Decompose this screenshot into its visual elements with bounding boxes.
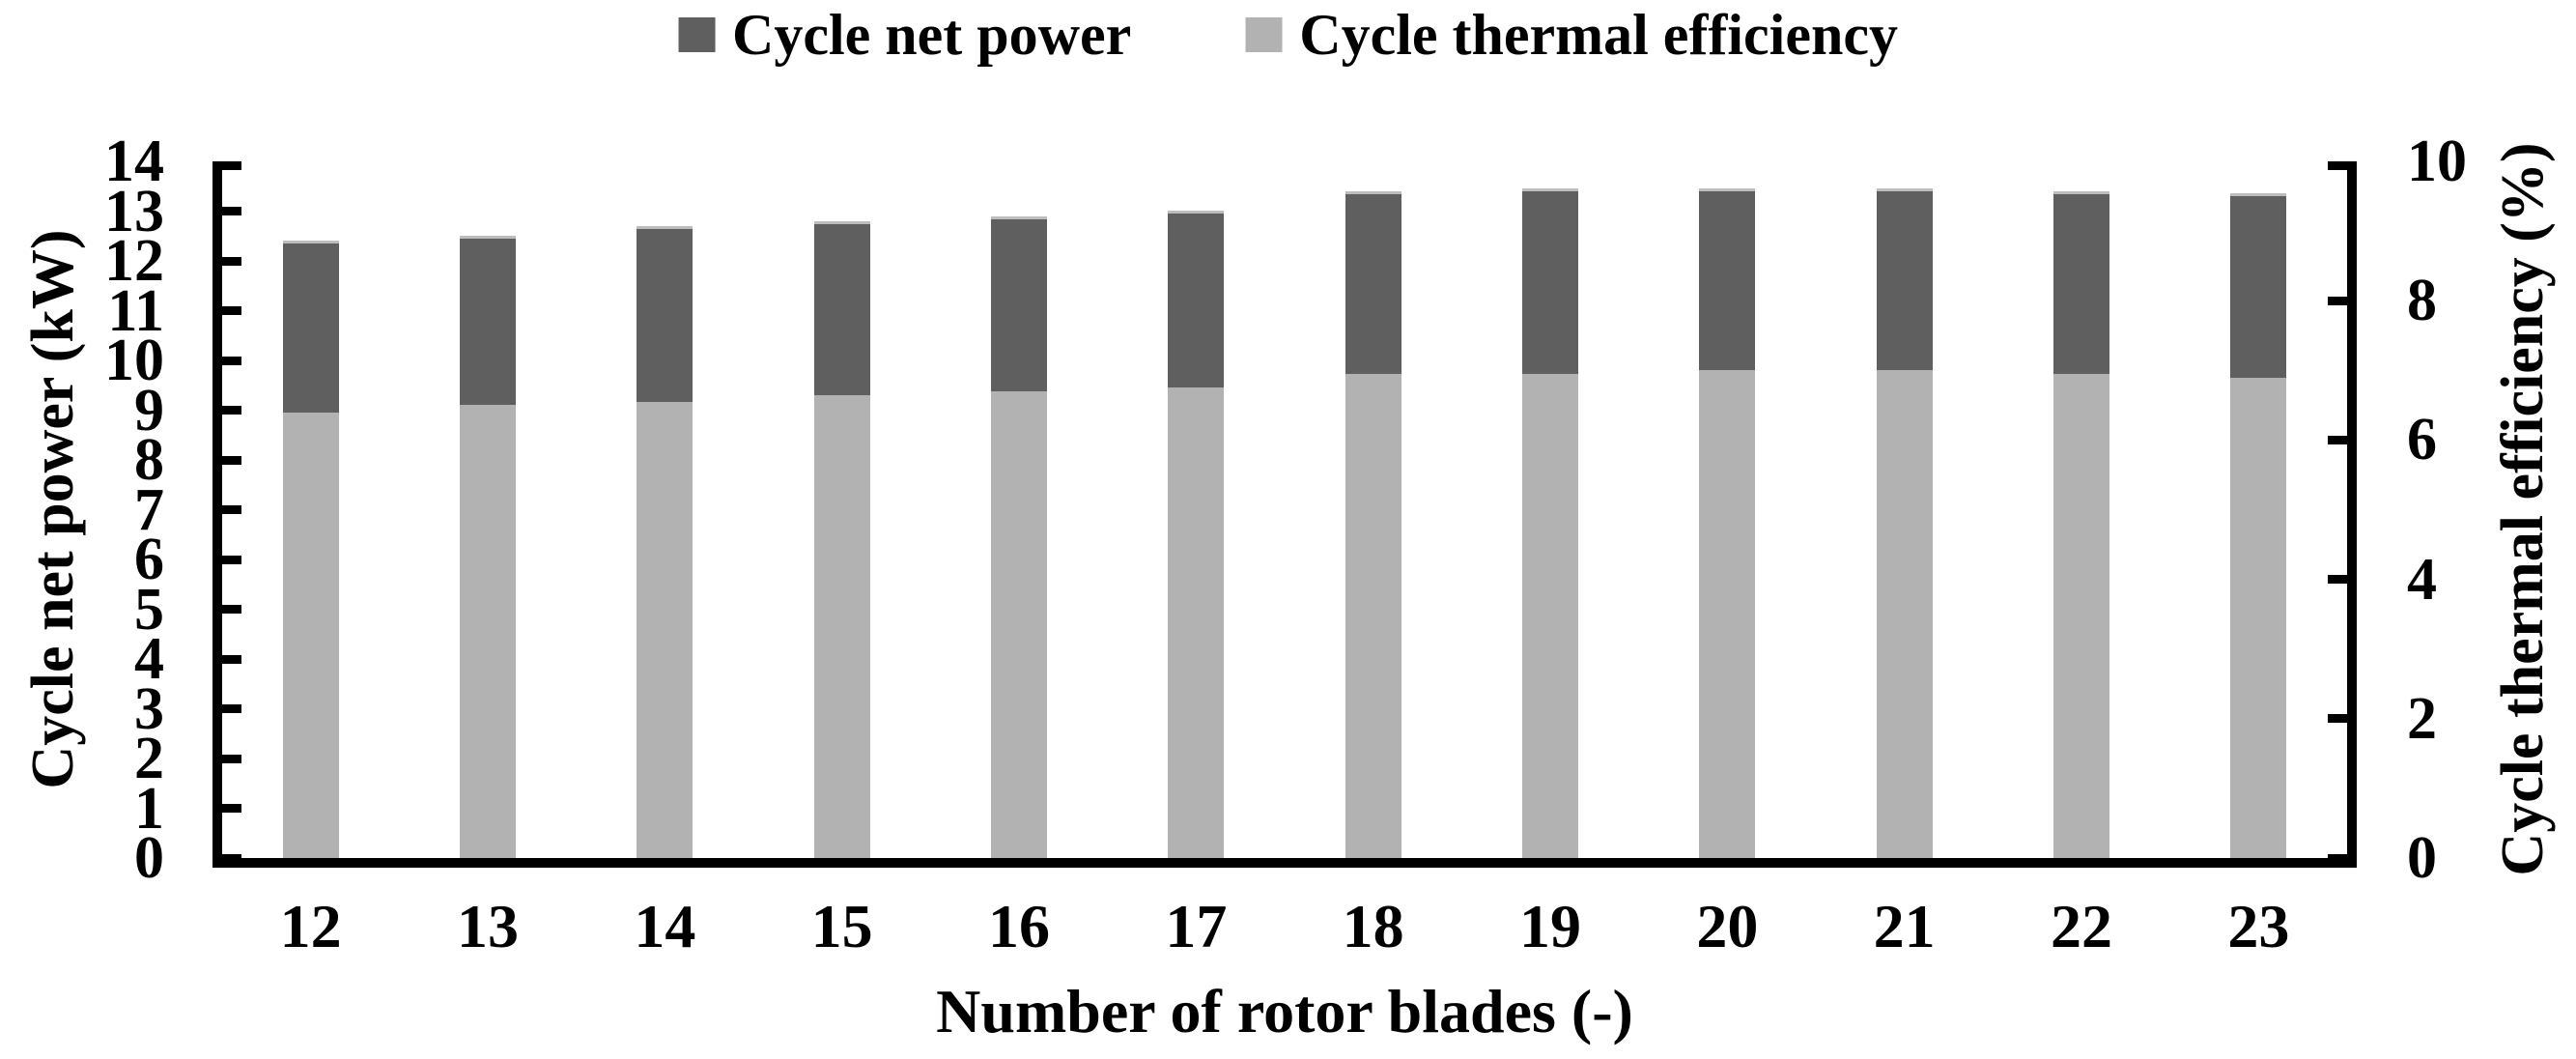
left-axis-tick-label: 7 [134,476,164,543]
left-axis-tick-label: 14 [104,129,164,194]
bar-thermal-efficiency-segment [1699,370,1756,858]
x-tick-label: 12 [279,892,342,960]
right-axis-tick-label: 8 [2407,268,2437,334]
left-axis-tick [222,754,241,763]
x-tick-label: 19 [1519,892,1581,960]
legend-item-net-power: Cycle net power [678,6,1131,64]
left-axis-tick-label: 9 [134,377,164,444]
left-axis-tick-label: 8 [134,427,164,493]
right-axis-tick [2328,296,2347,305]
right-axis-tick-label: 4 [2407,546,2437,613]
bar-thermal-efficiency-segment [282,413,339,858]
bar-thermal-efficiency-segment [2053,374,2109,858]
left-axis-tick-label: 1 [134,775,164,842]
left-axis-tick [222,605,241,614]
x-tick-label: 17 [1165,892,1228,960]
bar-net-power-segment [2230,193,2287,378]
bar-net-power-segment [282,241,339,413]
x-tick-label: 16 [988,892,1050,960]
plot-area [212,161,2357,868]
right-axis-tick-label: 2 [2407,685,2437,752]
left-axis-tick [222,804,241,813]
right-axis-tick-label: 6 [2407,407,2437,473]
left-axis-tick [222,704,241,713]
left-axis-tick [222,654,241,664]
bar-net-power-segment [1699,188,1756,370]
left-axis-tick-label: 0 [134,825,164,891]
bar-net-power-segment [637,226,694,402]
bar-thermal-efficiency-segment [460,405,516,858]
legend-label-net-power: Cycle net power [732,3,1132,67]
left-axis-tick-label: 4 [134,626,164,692]
x-tick-label: 18 [1342,892,1404,960]
legend: Cycle net power Cycle thermal efficiency [678,6,1898,64]
left-axis-tick [222,555,241,564]
bar-net-power-segment [1168,211,1225,387]
x-axis-title: Number of rotor blades (-) [936,977,1633,1045]
bar-net-power-segment [1522,188,1578,374]
bar-net-power-segment [1876,188,1933,370]
left-axis-tick-label: 12 [104,228,164,294]
left-axis-tick [222,256,241,266]
left-axis-tick [222,406,241,415]
x-tick-label: 20 [1696,892,1759,960]
x-tick-label: 15 [810,892,873,960]
bar-net-power-segment [2053,191,2109,374]
right-axis-tick-label: 10 [2407,129,2467,194]
x-tick-label: 13 [457,892,519,960]
right-axis-title: Cycle thermal efficiency (%) [2490,142,2556,876]
bar-thermal-efficiency-segment [2230,378,2287,858]
left-axis-tick [222,455,241,465]
left-axis-tick [222,853,241,863]
bar-thermal-efficiency-segment [991,391,1047,858]
left-axis-tick-label: 13 [104,178,164,244]
left-axis-tick-label: 3 [134,675,164,742]
left-axis-tick [222,207,241,215]
x-tick-label: 22 [2051,892,2112,960]
thermal-efficiency-swatch-icon [1245,17,1283,52]
bar-thermal-efficiency-segment [1522,374,1578,858]
x-tick-label: 14 [634,892,696,960]
bar-thermal-efficiency-segment [637,402,694,858]
right-axis-tick [2328,161,2347,170]
bar-net-power-segment [1345,191,1401,374]
left-axis-tick [222,161,241,170]
bar-thermal-efficiency-segment [1168,387,1225,858]
left-axis-tick [222,505,241,514]
bar-net-power-segment [460,236,516,405]
right-axis-tick [2328,853,2347,863]
bar-net-power-segment [813,221,870,395]
legend-item-thermal-efficiency: Cycle thermal efficiency [1245,6,1898,64]
bar-net-power-segment [991,216,1047,391]
left-axis-tick-label: 5 [134,576,164,643]
left-axis-tick [222,356,241,365]
x-tick-label: 23 [2227,892,2290,960]
net-power-swatch-icon [678,17,716,52]
left-axis-tick-label: 6 [134,527,164,592]
left-axis-tick-label: 2 [134,726,164,791]
right-axis-tick [2328,575,2347,585]
right-axis-tick-label: 0 [2407,825,2437,891]
right-axis-tick [2328,714,2347,724]
bar-thermal-efficiency-segment [813,395,870,858]
left-axis-tick [222,306,241,315]
bar-thermal-efficiency-segment [1876,370,1933,858]
x-tick-label: 21 [1873,892,1936,960]
left-axis-tick-label: 10 [104,328,164,393]
legend-label-thermal-efficiency: Cycle thermal efficiency [1299,3,1898,67]
left-axis-tick-label: 11 [107,277,164,344]
bar-thermal-efficiency-segment [1345,374,1401,858]
right-axis-tick [2328,435,2347,444]
